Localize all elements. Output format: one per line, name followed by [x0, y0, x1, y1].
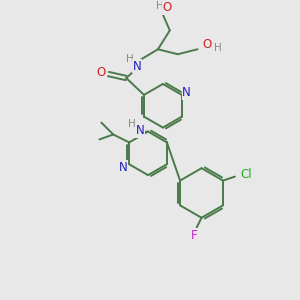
Text: H: H: [126, 54, 134, 64]
Text: O: O: [203, 38, 212, 51]
Text: N: N: [133, 60, 142, 73]
Text: O: O: [97, 66, 106, 79]
Text: Cl: Cl: [240, 168, 252, 181]
Text: H: H: [214, 43, 221, 53]
Text: H: H: [156, 1, 164, 11]
Text: H: H: [128, 118, 136, 129]
Text: O: O: [162, 1, 172, 14]
Text: N: N: [136, 124, 144, 137]
Text: N: N: [182, 86, 191, 99]
Text: F: F: [191, 229, 198, 242]
Text: N: N: [119, 161, 128, 174]
